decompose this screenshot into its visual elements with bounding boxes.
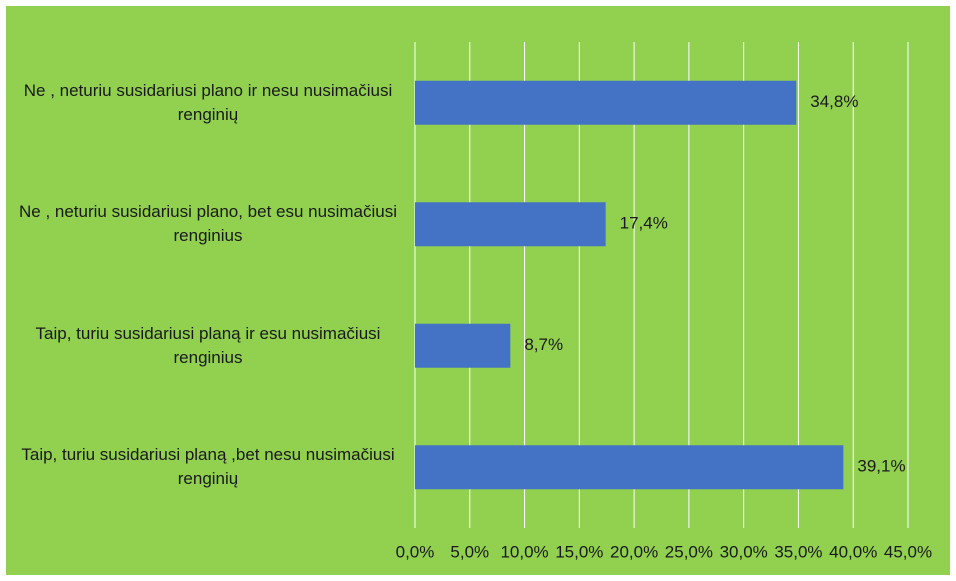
bar (415, 323, 511, 368)
y-tick-label: Ne , neturiu susidariusi plano ir nesu n… (23, 80, 393, 124)
x-tick-label: 20,0% (610, 542, 658, 561)
x-tick-label: 40,0% (829, 542, 877, 561)
bar (415, 80, 797, 125)
x-tick-label: 10,0% (500, 542, 548, 561)
bar (415, 202, 606, 247)
x-tick-label: 5,0% (450, 542, 489, 561)
y-tick-label: Ne , neturiu susidariusi plano, bet esu … (19, 202, 397, 246)
x-tick-label: 30,0% (720, 542, 768, 561)
data-label: 39,1% (857, 457, 905, 476)
x-tick-label: 15,0% (555, 542, 603, 561)
x-tick-label: 0,0% (396, 542, 435, 561)
data-label: 17,4% (620, 214, 668, 233)
bar (415, 445, 844, 490)
x-tick-label: 45,0% (884, 542, 932, 561)
y-tick-label: Taip, turiu susidariusi planą ir esu nus… (35, 323, 381, 367)
y-tick-label: Taip, turiu susidariusi planą ,bet nesu … (21, 445, 395, 489)
x-tick-label: 25,0% (665, 542, 713, 561)
data-label: 34,8% (810, 92, 858, 111)
data-label: 8,7% (524, 335, 563, 354)
x-tick-label: 35,0% (774, 542, 822, 561)
